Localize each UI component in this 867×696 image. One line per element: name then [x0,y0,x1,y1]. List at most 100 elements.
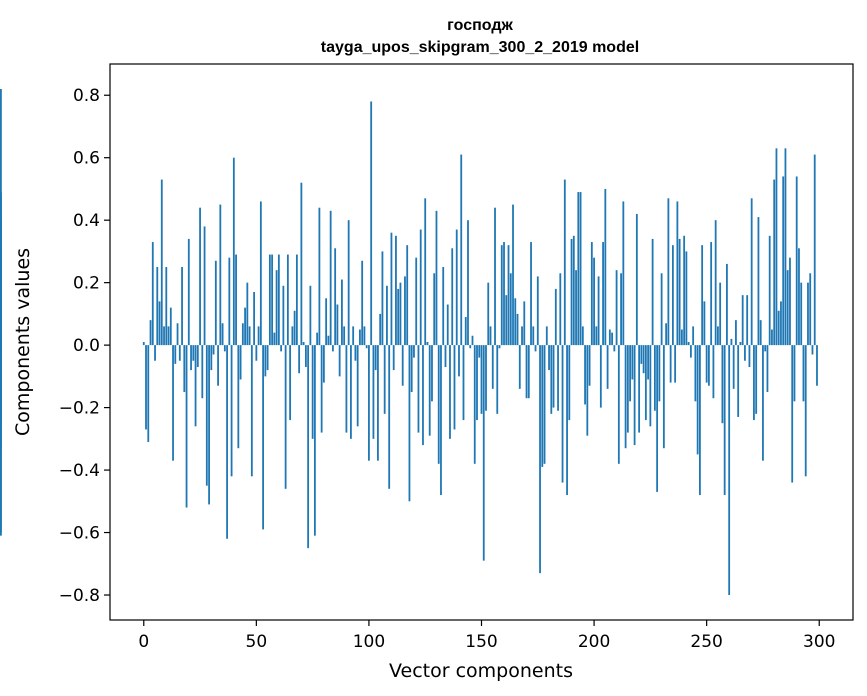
y-tick-label: −0.2 [59,399,100,419]
bar [336,304,339,346]
bar [593,257,595,346]
bar [611,332,613,346]
bar [372,345,375,439]
bar [307,345,310,549]
bar [273,332,276,346]
bar [388,345,391,489]
bar [635,213,638,346]
y-tick-label: 0.0 [73,336,100,356]
bar [145,345,147,430]
bar [800,282,803,346]
bar [322,345,325,383]
bar [185,345,188,508]
bar [149,320,152,346]
bar [602,242,604,346]
bar [194,345,197,427]
bar [0,192,2,346]
bar [277,254,280,346]
bar [735,320,737,346]
bar [212,345,215,355]
bar [257,326,260,346]
bar [169,307,172,346]
bar [482,345,485,561]
bar [383,345,386,414]
bar [163,326,165,346]
bar [350,345,352,439]
bar [293,310,296,346]
bar [505,295,508,346]
bar [230,345,233,477]
bar [687,342,690,346]
bar [597,276,600,346]
bar [417,345,420,433]
bar [226,345,228,539]
bar [406,245,409,346]
bar [471,335,474,346]
bar [521,326,523,346]
chart-subtitle: tayga_upos_skipgram_300_2_2019 model [321,39,639,56]
bar [268,254,271,346]
y-tick-label: 0.6 [73,149,100,169]
bar [575,270,577,346]
bar [271,254,274,346]
bar [359,329,361,346]
bar [588,345,591,386]
bar [237,345,240,449]
bar [674,345,677,383]
bar [210,345,213,371]
bar-series [0,88,818,596]
bar [703,301,706,346]
bar [250,345,253,477]
bar [771,329,773,346]
bar [262,345,264,530]
y-axis-ticks: −0.8 −0.6 −0.4 −0.2 0.0 0.2 0.4 0.6 0.8 [59,86,110,606]
bar [309,285,312,346]
bar [640,345,643,364]
bar [341,279,343,346]
bar [726,263,728,346]
bar [462,345,465,421]
bar [764,345,767,352]
bar [786,270,789,346]
bar [669,345,672,383]
bar [696,345,699,455]
bar [320,345,323,433]
bar [568,345,571,421]
bar [746,295,749,346]
bar [604,188,607,346]
bar [579,192,582,346]
bar [762,345,764,461]
bar [494,207,496,346]
bar [160,179,163,346]
bar [626,345,629,433]
bar [424,198,427,346]
bar [408,345,411,502]
bar [757,217,760,346]
bar [354,345,357,361]
bar [791,345,794,483]
bar [410,345,413,392]
bar [539,345,541,574]
bar [386,285,388,346]
bar [404,276,406,346]
bar [660,273,663,346]
bar [554,288,557,346]
bar [165,267,168,346]
bar [606,345,609,389]
bar [491,345,494,389]
bar [444,345,447,367]
bar [717,326,719,346]
bar [208,345,210,505]
bar [534,345,537,352]
bar [275,270,278,346]
bar [158,301,161,346]
bar [223,345,226,352]
bar [451,248,454,346]
bar [676,201,679,346]
bar [343,326,346,346]
bar [712,345,715,399]
bar [426,342,429,346]
y-tick-label: 0.8 [73,86,100,106]
bar [507,245,510,346]
bar [154,345,156,361]
